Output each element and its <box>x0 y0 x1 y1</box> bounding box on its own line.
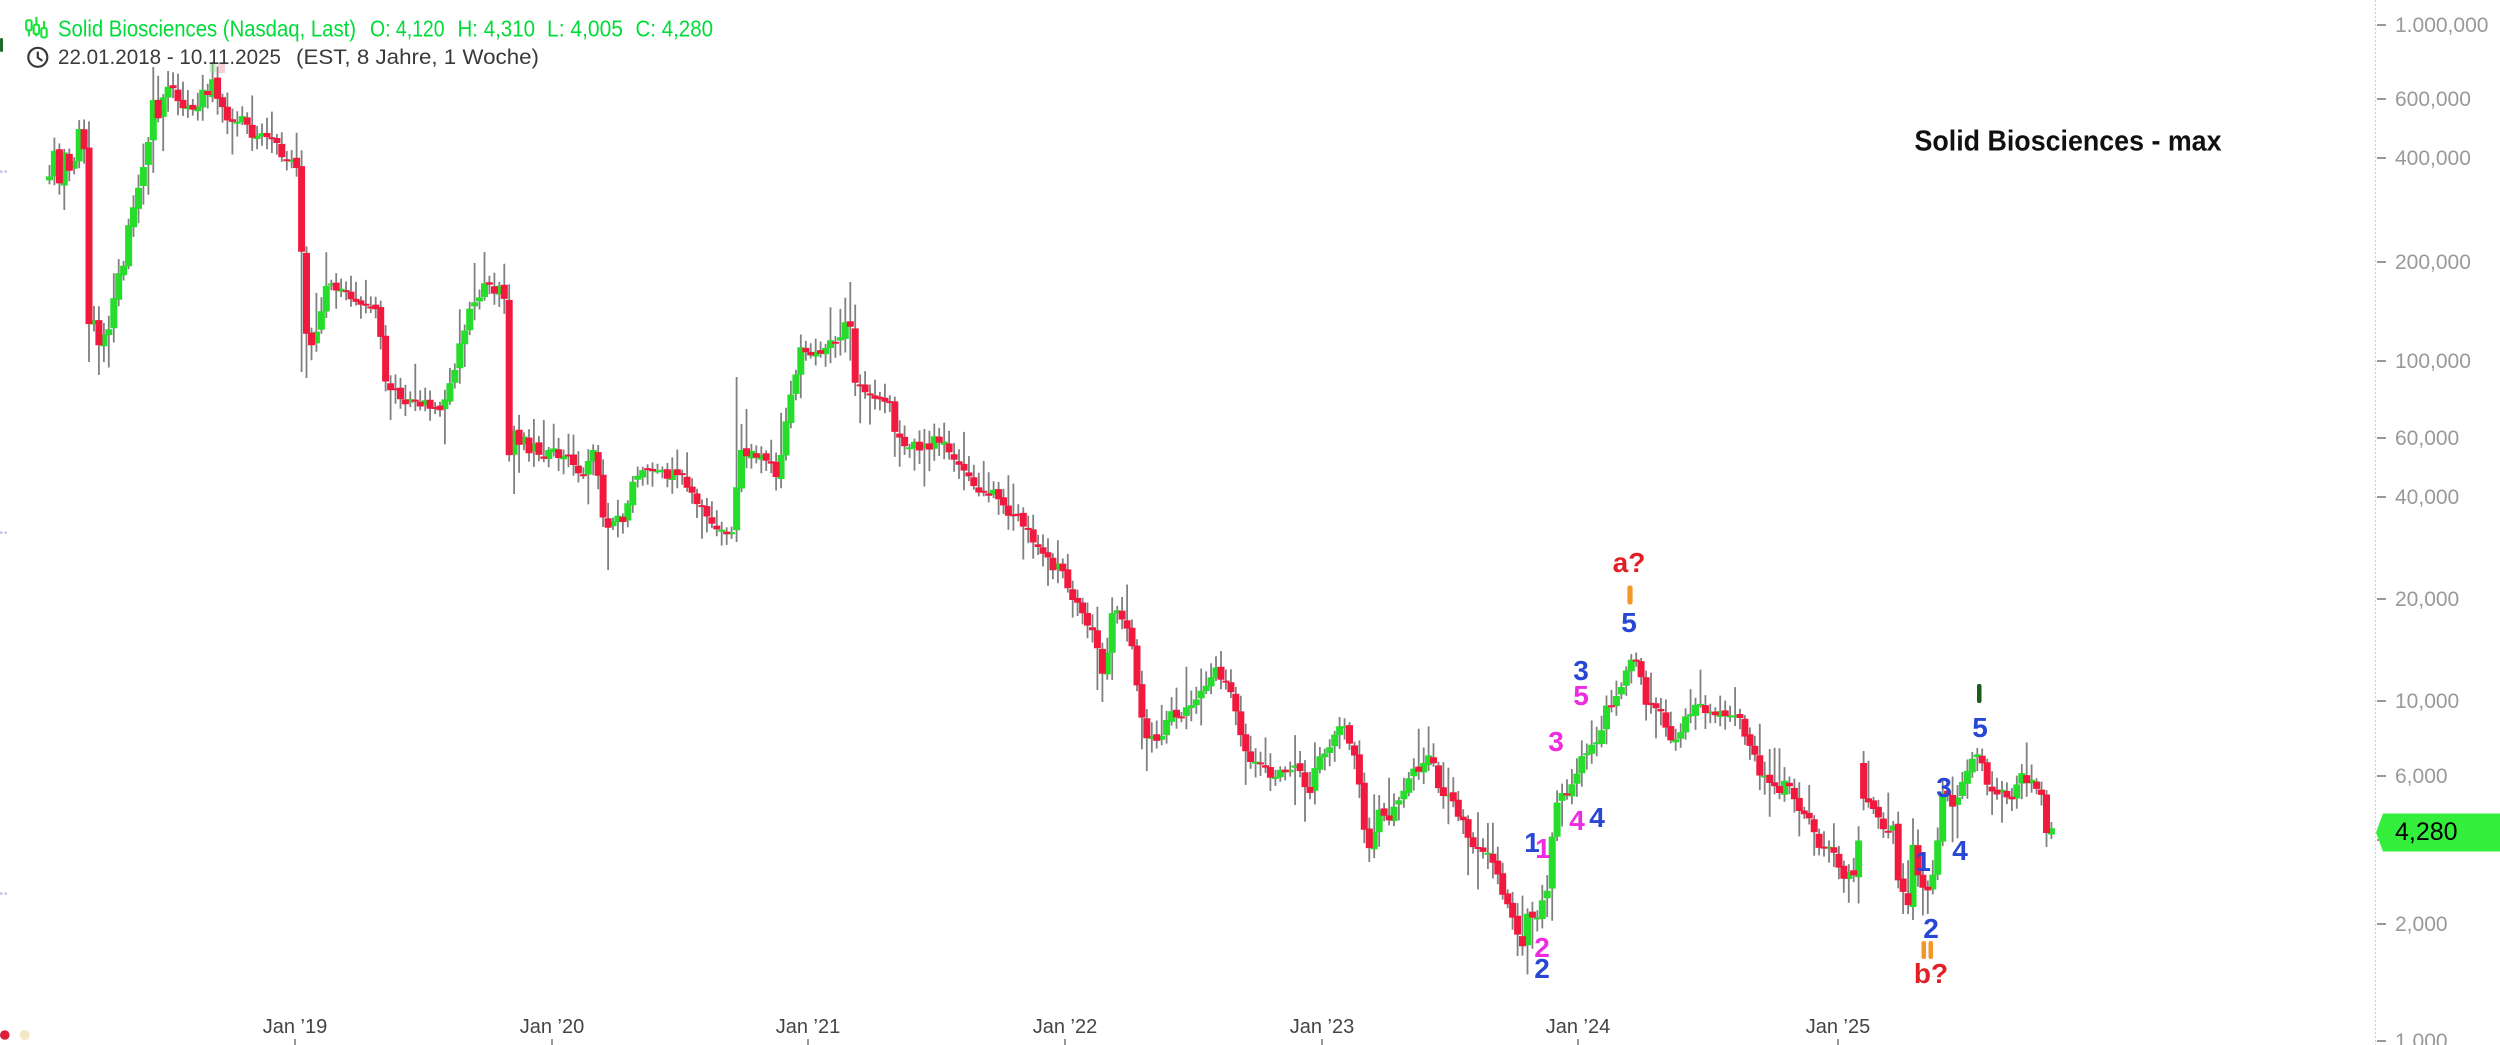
svg-text:L: 4,005: L: 4,005 <box>547 16 623 42</box>
svg-text:a?: a? <box>1613 547 1646 578</box>
svg-text:4,280: 4,280 <box>2395 818 2458 846</box>
svg-text:4: 4 <box>1569 805 1585 836</box>
svg-text:4: 4 <box>1952 835 1968 866</box>
svg-text:100,000: 100,000 <box>2395 350 2471 373</box>
svg-text:1,000: 1,000 <box>2395 1030 2448 1045</box>
svg-text:3: 3 <box>1548 726 1564 757</box>
svg-text:22.01.2018 - 10.11.2025: 22.01.2018 - 10.11.2025 <box>58 45 281 69</box>
svg-text:5: 5 <box>1972 712 1988 743</box>
svg-text:O: 4,120: O: 4,120 <box>370 16 445 42</box>
svg-text:1: 1 <box>1535 833 1551 864</box>
svg-text:200,000: 200,000 <box>2395 251 2471 274</box>
svg-text:Solid Biosciences (Nasdaq, Las: Solid Biosciences (Nasdaq, Last) <box>58 16 356 42</box>
svg-text:1.000,000: 1.000,000 <box>2395 14 2488 37</box>
svg-text:Jan ’21: Jan ’21 <box>776 1016 841 1038</box>
svg-text:Jan ’22: Jan ’22 <box>1033 1016 1098 1038</box>
svg-text:Jan ’19: Jan ’19 <box>263 1016 328 1038</box>
svg-text:Jan ’24: Jan ’24 <box>1546 1016 1611 1038</box>
svg-text:60,000: 60,000 <box>2395 427 2459 450</box>
svg-text:2: 2 <box>1923 913 1939 944</box>
svg-text:5: 5 <box>1621 607 1637 638</box>
svg-text:600,000: 600,000 <box>2395 88 2471 111</box>
svg-text:40,000: 40,000 <box>2395 486 2459 509</box>
svg-text:10,000: 10,000 <box>2395 690 2459 713</box>
svg-text:4: 4 <box>1589 802 1605 833</box>
svg-text:400,000: 400,000 <box>2395 147 2471 170</box>
svg-text:1: 1 <box>1524 827 1540 858</box>
svg-text:1: 1 <box>1915 846 1931 877</box>
svg-text:Solid Biosciences - max: Solid Biosciences - max <box>1915 126 2222 158</box>
svg-text:H: 4,310: H: 4,310 <box>458 16 536 42</box>
svg-text:Jan ’25: Jan ’25 <box>1806 1016 1871 1038</box>
svg-text:C: 4,280: C: 4,280 <box>636 16 714 42</box>
svg-text:Jan ’20: Jan ’20 <box>520 1016 585 1038</box>
svg-text:3: 3 <box>1573 655 1589 686</box>
svg-text:20,000: 20,000 <box>2395 588 2459 611</box>
svg-text:2: 2 <box>1534 953 1550 984</box>
svg-text:2: 2 <box>1534 932 1550 963</box>
svg-text:2,000: 2,000 <box>2395 913 2448 936</box>
svg-text:b?: b? <box>1914 958 1948 989</box>
svg-text:Jan ’23: Jan ’23 <box>1290 1016 1355 1038</box>
svg-text:(EST, 8 Jahre, 1 Woche): (EST, 8 Jahre, 1 Woche) <box>296 45 539 69</box>
svg-text:5: 5 <box>1573 680 1589 711</box>
svg-text:6,000: 6,000 <box>2395 765 2448 788</box>
svg-text:3: 3 <box>1936 772 1952 803</box>
